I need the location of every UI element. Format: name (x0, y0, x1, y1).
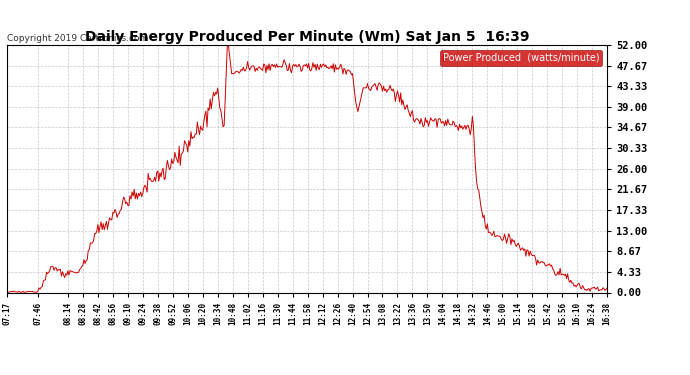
Text: Copyright 2019 Cartronics.com: Copyright 2019 Cartronics.com (7, 33, 148, 42)
Legend: Power Produced  (watts/minute): Power Produced (watts/minute) (440, 50, 602, 66)
Title: Daily Energy Produced Per Minute (Wm) Sat Jan 5  16:39: Daily Energy Produced Per Minute (Wm) Sa… (85, 30, 529, 44)
